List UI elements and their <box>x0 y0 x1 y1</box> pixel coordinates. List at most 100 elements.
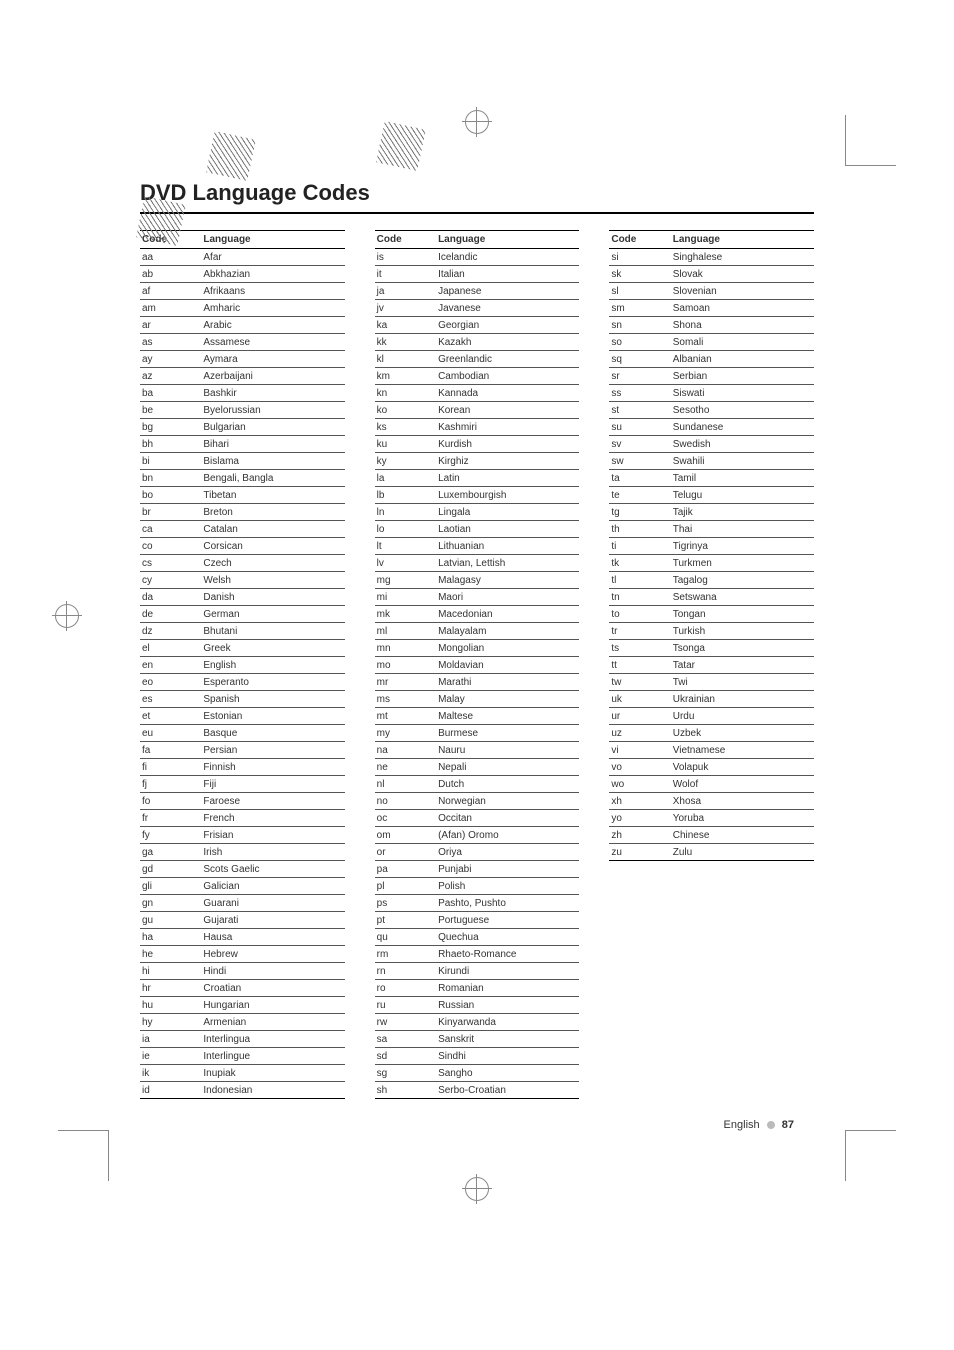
code-cell: gd <box>140 861 201 878</box>
table-row: afAfrikaans <box>140 283 345 300</box>
code-cell: dz <box>140 623 201 640</box>
code-cell: th <box>609 521 670 538</box>
language-cell: Setswana <box>671 589 814 606</box>
table-row: caCatalan <box>140 521 345 538</box>
language-cell: Oriya <box>436 844 579 861</box>
code-cell: ab <box>140 266 201 283</box>
table-row: twTwi <box>609 674 814 691</box>
table-row: slSlovenian <box>609 283 814 300</box>
table-row: itItalian <box>375 266 580 283</box>
language-cell: Byelorussian <box>201 402 344 419</box>
language-cell: Basque <box>201 725 344 742</box>
code-cell: it <box>375 266 436 283</box>
column-2: Code Language isIcelandicitItalianjaJapa… <box>375 230 580 1099</box>
table-row: snShona <box>609 317 814 334</box>
code-cell: wo <box>609 776 670 793</box>
language-cell: Punjabi <box>436 861 579 878</box>
table-row: baBashkir <box>140 385 345 402</box>
table-row: tgTajik <box>609 504 814 521</box>
table-row: ruRussian <box>375 997 580 1014</box>
table-row: kuKurdish <box>375 436 580 453</box>
table-row: mrMarathi <box>375 674 580 691</box>
code-cell: ba <box>140 385 201 402</box>
code-cell: am <box>140 300 201 317</box>
table-row: ltLithuanian <box>375 538 580 555</box>
language-cell: Wolof <box>671 776 814 793</box>
code-cell: ku <box>375 436 436 453</box>
table-row: frFrench <box>140 810 345 827</box>
table-row: msMalay <box>375 691 580 708</box>
code-cell: pa <box>375 861 436 878</box>
code-cell: eu <box>140 725 201 742</box>
code-cell: sh <box>375 1082 436 1099</box>
table-row: voVolapuk <box>609 759 814 776</box>
code-cell: hi <box>140 963 201 980</box>
language-cell: Somali <box>671 334 814 351</box>
code-cell: mi <box>375 589 436 606</box>
code-cell: ps <box>375 895 436 912</box>
code-cell: lt <box>375 538 436 555</box>
language-columns: Code Language aaAfarabAbkhazianafAfrikaa… <box>60 230 894 1099</box>
table-row: kmCambodian <box>375 368 580 385</box>
table-row: xhXhosa <box>609 793 814 810</box>
code-cell: ka <box>375 317 436 334</box>
language-cell: Latvian, Lettish <box>436 555 579 572</box>
language-cell: Amharic <box>201 300 344 317</box>
table-row: gaIrish <box>140 844 345 861</box>
language-cell: Javanese <box>436 300 579 317</box>
language-table-3: Code Language siSinghaleseskSlovakslSlov… <box>609 230 814 861</box>
language-cell: Kinyarwanda <box>436 1014 579 1031</box>
code-cell: hu <box>140 997 201 1014</box>
code-cell: en <box>140 657 201 674</box>
table-row: sqAlbanian <box>609 351 814 368</box>
language-cell: Indonesian <box>201 1082 344 1099</box>
code-cell: he <box>140 946 201 963</box>
language-cell: Portuguese <box>436 912 579 929</box>
column-1: Code Language aaAfarabAbkhazianafAfrikaa… <box>140 230 345 1099</box>
crop-mark-left <box>55 604 79 628</box>
language-cell: Cambodian <box>436 368 579 385</box>
code-cell: hy <box>140 1014 201 1031</box>
language-cell: Faroese <box>201 793 344 810</box>
language-cell: Malay <box>436 691 579 708</box>
language-cell: Interlingua <box>201 1031 344 1048</box>
language-cell: Ukrainian <box>671 691 814 708</box>
table-row: koKorean <box>375 402 580 419</box>
code-cell: lb <box>375 487 436 504</box>
table-row: eoEsperanto <box>140 674 345 691</box>
language-cell: Maori <box>436 589 579 606</box>
language-cell: Serbian <box>671 368 814 385</box>
table-row: svSwedish <box>609 436 814 453</box>
language-cell: Malagasy <box>436 572 579 589</box>
code-cell: bi <box>140 453 201 470</box>
language-cell: Bulgarian <box>201 419 344 436</box>
language-cell: Laotian <box>436 521 579 538</box>
code-cell: zu <box>609 844 670 861</box>
header-language: Language <box>671 231 814 249</box>
table-row: lbLuxembourgish <box>375 487 580 504</box>
table-row: csCzech <box>140 555 345 572</box>
language-cell: Tagalog <box>671 572 814 589</box>
table-row: swSwahili <box>609 453 814 470</box>
code-cell: sm <box>609 300 670 317</box>
table-row: woWolof <box>609 776 814 793</box>
code-cell: ru <box>375 997 436 1014</box>
language-cell: Italian <box>436 266 579 283</box>
language-cell: Dutch <box>436 776 579 793</box>
language-cell: Bislama <box>201 453 344 470</box>
table-row: mnMongolian <box>375 640 580 657</box>
language-cell: Corsican <box>201 538 344 555</box>
language-cell: Welsh <box>201 572 344 589</box>
table-row: esSpanish <box>140 691 345 708</box>
language-cell: Kannada <box>436 385 579 402</box>
table-row: kyKirghiz <box>375 453 580 470</box>
code-cell: kl <box>375 351 436 368</box>
language-cell: Finnish <box>201 759 344 776</box>
language-cell: Georgian <box>436 317 579 334</box>
language-cell: Danish <box>201 589 344 606</box>
table-row: tlTagalog <box>609 572 814 589</box>
crop-mark-bottom <box>465 1177 489 1201</box>
table-row: daDanish <box>140 589 345 606</box>
language-cell: Pashto, Pushto <box>436 895 579 912</box>
table-row: teTelugu <box>609 487 814 504</box>
